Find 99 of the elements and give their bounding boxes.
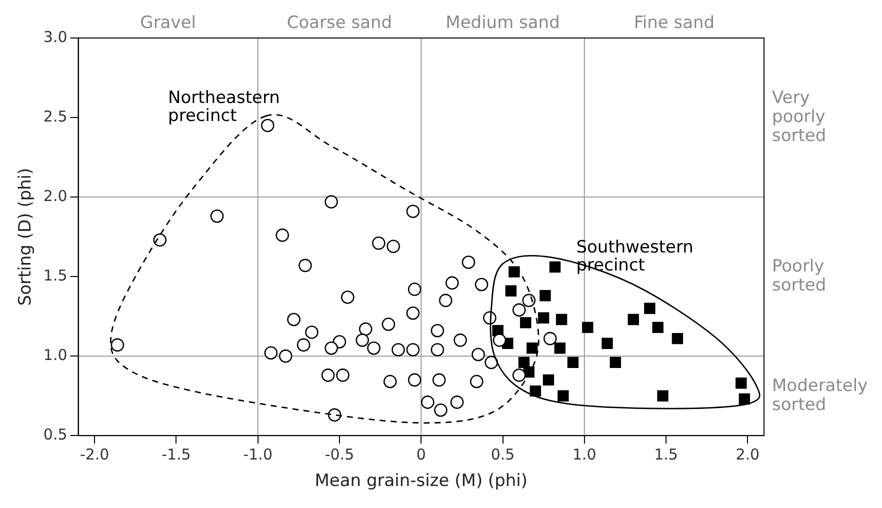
point: [554, 342, 566, 354]
point: [484, 356, 498, 370]
point: [278, 349, 292, 363]
point: [434, 404, 448, 417]
point: [454, 334, 467, 347]
x-tick-label: -2.0: [80, 445, 110, 464]
x-tick-label: -1.0: [243, 445, 272, 464]
y-tick-label: 0.5: [43, 425, 68, 444]
point: [386, 240, 400, 253]
point: [358, 322, 372, 336]
text: Coarse sand: [286, 12, 392, 33]
point: [382, 318, 396, 331]
point: [652, 322, 664, 334]
point: [530, 385, 542, 397]
series-label: Southwestern precinct: [576, 237, 694, 276]
point: [406, 204, 420, 218]
y-tick-label: 1.0: [43, 346, 68, 364]
point: [372, 236, 386, 250]
point: [336, 368, 350, 382]
point: [276, 228, 289, 242]
y-tick-label: 1.5: [43, 266, 68, 284]
point: [328, 408, 342, 422]
point: [287, 312, 300, 326]
point: [738, 393, 750, 405]
x-axis-title: Mean grain-size (M) (phi): [314, 471, 528, 492]
text: Moderately sorted: [772, 376, 868, 415]
point: [512, 368, 526, 382]
point: [542, 374, 554, 386]
point: [610, 356, 622, 368]
point: [305, 326, 318, 339]
point: [657, 390, 668, 402]
y-tick-label: 2.0: [43, 186, 68, 205]
point: [549, 261, 561, 273]
point: [602, 338, 613, 349]
y-tick-label: 3.0: [43, 28, 68, 46]
point: [556, 314, 568, 326]
point: [520, 317, 532, 328]
point: [383, 374, 397, 388]
point: [582, 322, 594, 334]
point: [470, 374, 484, 388]
point: [324, 341, 338, 355]
text: Poorly sorted: [772, 256, 826, 296]
point: [430, 324, 444, 338]
y-axis-title: Sorting (D) (phi): [16, 168, 36, 306]
point: [341, 290, 354, 304]
point: [367, 341, 380, 355]
point: [567, 356, 579, 368]
point: [526, 342, 538, 354]
point: [421, 396, 434, 409]
point: [264, 346, 278, 360]
point: [392, 343, 405, 356]
point: [324, 195, 338, 208]
point: [406, 343, 420, 356]
y-tick-label: 2.5: [43, 107, 68, 126]
point: [462, 256, 476, 269]
point: [296, 338, 310, 352]
x-tick-label: 0: [416, 445, 426, 464]
x-tick-label: -1.5: [162, 445, 191, 464]
point: [261, 118, 274, 132]
point: [628, 314, 639, 326]
point: [644, 302, 656, 314]
point: [472, 348, 485, 362]
point: [430, 343, 444, 356]
series-label: Northeastern precinct: [168, 88, 280, 126]
point: [450, 396, 464, 409]
point: [736, 378, 747, 389]
x-tick-label: 1.5: [654, 445, 678, 464]
point: [408, 282, 422, 296]
text: Very poorly sorted: [772, 88, 826, 146]
point: [298, 258, 312, 272]
point: [408, 373, 422, 387]
point: [512, 303, 526, 317]
point: [672, 332, 684, 344]
point: [540, 290, 551, 302]
x-tick-label: 1.0: [572, 445, 596, 464]
point: [356, 334, 369, 347]
point: [446, 276, 459, 290]
point: [543, 332, 557, 346]
point: [432, 373, 446, 387]
text: Medium sand: [446, 12, 560, 33]
point: [508, 266, 520, 278]
point: [406, 306, 420, 320]
point: [518, 356, 530, 368]
x-tick-label: 0.5: [490, 445, 515, 464]
point: [110, 338, 124, 352]
point: [438, 294, 452, 308]
text: Fine sand: [634, 12, 715, 33]
point: [538, 312, 550, 324]
point: [558, 390, 569, 402]
point: [522, 294, 536, 308]
point: [321, 368, 335, 382]
point: [505, 285, 517, 296]
point: [474, 278, 488, 292]
point: [492, 334, 506, 347]
point: [153, 233, 167, 247]
x-tick-label: 2.0: [736, 445, 760, 464]
x-tick-label: -0.5: [324, 445, 354, 464]
text: Gravel: [140, 12, 196, 33]
point: [210, 209, 224, 223]
